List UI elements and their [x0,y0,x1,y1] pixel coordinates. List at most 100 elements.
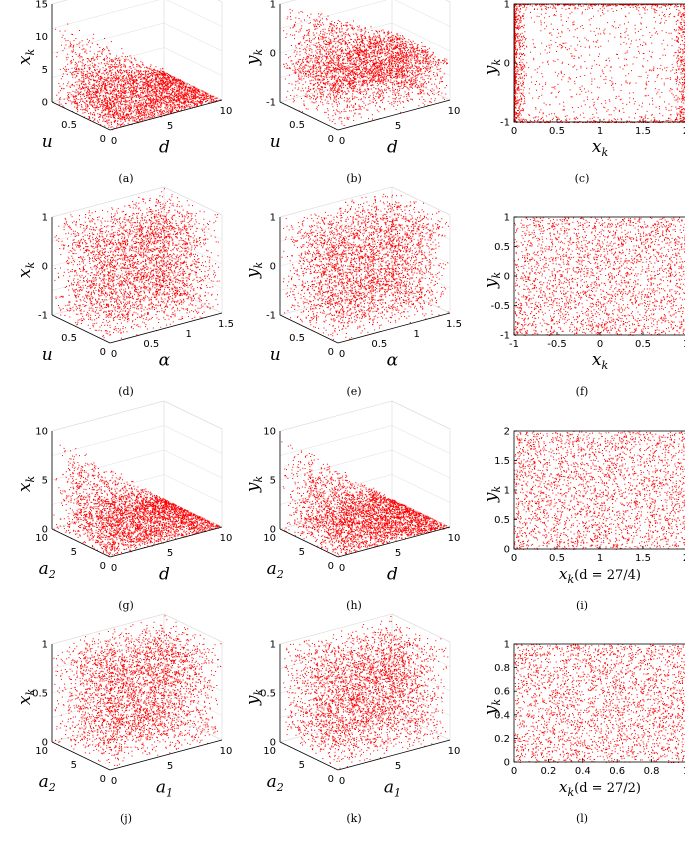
x-axis-label: xk(d = 27/2) [559,778,641,799]
y-tick-label: 0.5 [371,339,387,350]
y-tick-label: 0.5 [494,515,510,526]
x-tick-label: 0 [328,774,334,785]
caption-a: (a) [118,172,134,185]
axis-line [279,101,339,131]
x-tick-label: 0 [511,766,517,777]
caption-h: (h) [346,599,362,612]
y-tick-label: 5 [395,121,401,132]
x-tick-label: 0 [100,774,106,785]
grid-line [279,474,451,505]
z-tick-label: 0 [42,262,48,273]
y-tick-label: 1.5 [494,456,510,467]
x-tick-label: 0 [597,339,603,350]
y-tick-label: 0 [339,776,345,787]
plot-frame [513,643,685,763]
x-tick-label: 0 [100,347,106,358]
y-tick-label: 5 [395,761,401,772]
x-tick-label: 10 [35,533,48,544]
grid-line [163,400,223,430]
caption-k: (k) [346,812,362,825]
z-axis-label: yk [243,262,265,280]
x-axis-label: u [42,132,53,152]
caption-e: (e) [346,385,362,398]
x-axis-label: u [270,345,281,365]
x-tick-label: 0.5 [61,333,77,344]
y-tick-label: 0 [504,545,510,556]
y-tick-label: 10 [448,746,461,757]
y-tick-label: 5 [167,761,173,772]
x-tick-label: 0.5 [289,120,305,131]
grid-line [445,0,451,3]
y-tick-label: 0 [111,349,117,360]
y-tick-label: 1 [504,640,510,651]
y-axis-label: α [159,351,171,371]
panel-e: -1 0 1 0.5 0 0 0.5 1 1.5 yk u α (e) [240,186,468,420]
x-tick-label: 0.5 [549,126,565,137]
grid-line [163,186,223,216]
x-tick-label: 0.4 [575,766,591,777]
x-tick-label: 0 [328,134,334,145]
y-axis-label: yk [481,59,503,77]
y-tick-label: 5 [395,548,401,559]
grid-line [279,284,393,316]
y-tick-label: 0 [339,136,345,147]
scatter-marks [514,4,685,123]
plot-frame [513,216,685,336]
grid-box [279,0,451,103]
grid-box [279,400,451,530]
z-tick-label: 0 [270,262,276,273]
x-tick-label: 0.6 [609,766,625,777]
grid-line [51,211,223,242]
axis-line [109,526,223,558]
z-tick-label: -1 [266,98,276,109]
z-tick-label: -1 [38,311,48,322]
x-tick-label: 0 [511,553,517,564]
grid-box [51,400,223,530]
panel-i: 0 0.5 1 1.5 2 0 0.5 1 1.5 2 xk(d = 27/4) yk (i) [468,427,685,634]
z-tick-label: 1 [42,640,48,651]
grid-line [279,235,451,267]
y-tick-label: 1 [185,329,191,340]
x-tick-label: 1.5 [635,126,651,137]
y-tick-label: 10 [220,533,233,544]
z-tick-label: 0 [42,738,48,749]
panel-d: -1 0 1 0.5 0 0 0.5 1 1.5 xk u α (d) [12,186,240,420]
grid-line [279,711,393,743]
grid-line [391,613,451,643]
axis-line [337,739,451,771]
scatter-points [514,217,685,336]
x-tick-label: 2 [683,553,685,564]
grid-line [51,235,223,267]
z-axis-label: xk [15,49,37,66]
axis-line [109,739,223,771]
y-tick-label: -0.5 [490,301,510,312]
x-tick-label: 0.8 [644,766,660,777]
x-tick-label: 10 [263,533,276,544]
scatter-marks [283,8,448,126]
y-tick-label: 1 [504,0,510,11]
y-tick-label: 10 [220,746,233,757]
grid-line [391,284,451,314]
y-tick-label: 0 [111,136,117,147]
y-axis-label: d [387,565,398,585]
y-tick-label: 10 [220,106,233,117]
y-tick-label: -1 [500,331,510,342]
y-axis-label: d [159,565,170,585]
x-tick-label: 10 [263,746,276,757]
z-tick-label: 1 [42,213,48,224]
grid-line [51,662,223,694]
z-axis-label: yk [243,49,265,67]
x-axis-label: u [42,345,53,365]
grid-line [217,0,223,3]
grid-line [51,71,165,103]
y-tick-label: 0.6 [494,687,510,698]
y-tick-label: 10 [448,106,461,117]
grid-line [279,0,451,29]
x-tick-label: -0.5 [547,339,567,350]
z-axis-label: xk [15,689,37,706]
z-tick-label: 10 [263,427,276,438]
axes [51,644,223,771]
axis-line [109,99,223,131]
